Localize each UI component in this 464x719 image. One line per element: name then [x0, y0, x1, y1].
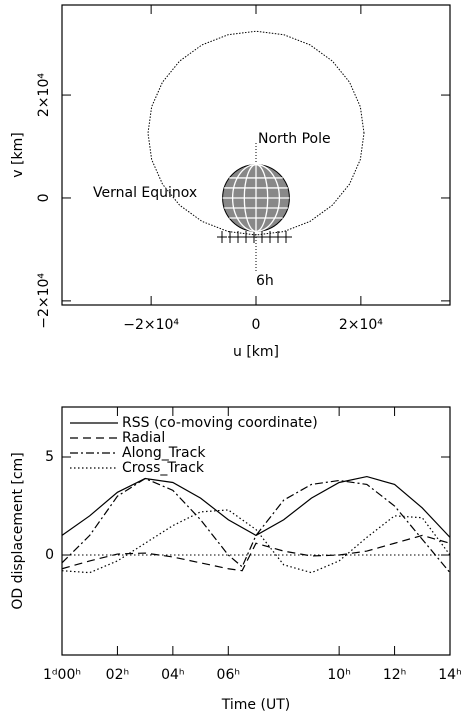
series-line [61, 509, 451, 574]
y-tick-label: 0 [45, 547, 54, 563]
x-tick-label: 10ʰ [327, 667, 350, 683]
x-tick-label: 1ᵈ00ʰ [43, 667, 81, 683]
annotation: North Pole [258, 131, 331, 147]
y-tick-label: 2×10⁴ [36, 73, 52, 117]
x-axis-label: Time (UT) [221, 697, 290, 713]
legend-label: Along_Track [122, 445, 206, 461]
x-tick-label: 0 [252, 317, 261, 333]
y-axis-label: OD displacement [cm] [10, 452, 26, 609]
y-tick-label: −2×10⁴ [36, 273, 52, 329]
y-axis-label: v [km] [10, 132, 26, 177]
y-tick-label: 0 [36, 194, 52, 203]
x-tick-label: 12ʰ [383, 667, 406, 683]
track-markers [217, 231, 292, 243]
x-tick-label: 14ʰ [438, 667, 461, 683]
x-tick-label: 04ʰ [161, 667, 184, 683]
annotation: 6h [256, 273, 274, 289]
series-line [61, 477, 451, 574]
annotation: Vernal Equinox [93, 185, 197, 201]
x-axis-label: u [km] [233, 344, 279, 360]
legend-label: Radial [122, 430, 165, 446]
earth-grid [222, 163, 290, 233]
series-line [61, 475, 451, 538]
x-tick-label: 06ʰ [217, 667, 240, 683]
x-tick-label: 2×10⁴ [339, 317, 383, 333]
legend-label: RSS (co-moving coordinate) [122, 415, 318, 431]
orbit [147, 30, 365, 236]
y-tick-label: 5 [45, 449, 54, 465]
plot-frame [61, 406, 451, 656]
series-line [61, 534, 451, 572]
x-tick-label: 02ʰ [106, 667, 129, 683]
x-tick-label: −2×10⁴ [123, 317, 179, 333]
legend-label: Cross_Track [122, 460, 205, 476]
